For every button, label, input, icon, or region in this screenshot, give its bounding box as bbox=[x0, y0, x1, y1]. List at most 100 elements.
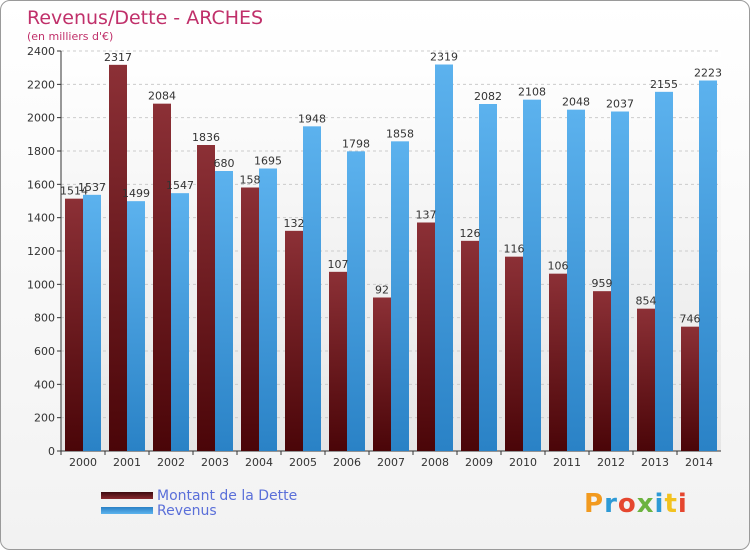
bar-revenue bbox=[83, 194, 101, 452]
x-tick-label: 2013 bbox=[641, 456, 669, 469]
data-label-debt: 746 bbox=[680, 313, 701, 326]
bar-debt bbox=[505, 256, 523, 451]
x-tick-label: 2011 bbox=[553, 456, 581, 469]
x-tick-label: 2007 bbox=[377, 456, 405, 469]
data-label-revenue: 2048 bbox=[562, 96, 590, 109]
y-tick-label: 2000 bbox=[27, 112, 55, 125]
data-label-debt: 107 bbox=[328, 258, 349, 271]
bar-debt bbox=[417, 222, 435, 451]
legend-item-debt: Montant de la Dette bbox=[101, 487, 298, 504]
data-label-debt: 106 bbox=[548, 260, 569, 273]
x-tick-label: 2012 bbox=[597, 456, 625, 469]
logo-letter: o bbox=[617, 489, 637, 519]
legend-swatch-debt bbox=[101, 492, 153, 499]
x-tick-label: 2001 bbox=[113, 456, 141, 469]
chart-title: Revenus/Dette - ARCHES bbox=[27, 7, 264, 29]
data-label-revenue: 1547 bbox=[166, 179, 194, 192]
y-tick-label: 2400 bbox=[27, 45, 55, 58]
bar-debt bbox=[461, 240, 479, 451]
bar-revenue bbox=[567, 109, 585, 452]
y-tick-label: 0 bbox=[48, 445, 55, 458]
data-label-debt: 126 bbox=[460, 227, 481, 240]
chart-subtitle: (en milliers d'€) bbox=[27, 30, 114, 43]
data-label-revenue: 1499 bbox=[122, 187, 150, 200]
bar-debt bbox=[197, 145, 215, 451]
data-label-revenue: 1948 bbox=[298, 112, 326, 125]
bar-revenue bbox=[699, 80, 717, 451]
data-label-debt: 92 bbox=[375, 284, 389, 297]
bar-revenue bbox=[171, 193, 189, 451]
y-tick-label: 200 bbox=[34, 412, 55, 425]
data-label-debt: 959 bbox=[592, 277, 613, 290]
x-tick-label: 2014 bbox=[685, 456, 713, 469]
legend-item-revenue: Revenus bbox=[101, 502, 297, 519]
legend-label-revenue: Revenus bbox=[157, 502, 217, 519]
bar-debt bbox=[637, 308, 655, 451]
data-label-revenue: 680 bbox=[214, 157, 235, 170]
data-label-debt: 2084 bbox=[148, 90, 176, 103]
bar-revenue bbox=[259, 168, 277, 451]
y-tick-label: 1600 bbox=[27, 178, 55, 191]
bar-revenue bbox=[611, 111, 629, 451]
data-label-debt: 2317 bbox=[104, 51, 132, 64]
bar-debt bbox=[153, 103, 171, 452]
bar-debt bbox=[549, 273, 567, 451]
data-label-revenue: 2319 bbox=[430, 51, 458, 64]
bar-debt bbox=[109, 64, 127, 452]
logo-letter: i bbox=[654, 489, 665, 519]
x-tick-label: 2000 bbox=[69, 456, 97, 469]
bar-revenue bbox=[215, 171, 233, 451]
bar-debt bbox=[65, 198, 83, 451]
x-tick-label: 2010 bbox=[509, 456, 537, 469]
logo-letter: t bbox=[664, 489, 678, 519]
x-tick-label: 2009 bbox=[465, 456, 493, 469]
bar-revenue bbox=[347, 151, 365, 452]
y-tick-label: 600 bbox=[34, 345, 55, 358]
bar-debt bbox=[373, 297, 391, 451]
bar-revenue bbox=[391, 141, 409, 452]
bar-debt bbox=[329, 271, 347, 451]
data-label-revenue: 2037 bbox=[606, 98, 634, 111]
data-label-revenue: 2082 bbox=[474, 90, 502, 103]
data-label-debt: 132 bbox=[284, 217, 305, 230]
y-tick-label: 1800 bbox=[27, 145, 55, 158]
data-label-debt: 116 bbox=[504, 243, 525, 256]
logo-letter: x bbox=[636, 489, 655, 519]
bar-debt bbox=[285, 230, 303, 451]
data-label-debt: 137 bbox=[416, 209, 437, 222]
data-label-debt: 158 bbox=[240, 174, 261, 187]
x-tick-label: 2002 bbox=[157, 456, 185, 469]
bar-revenue bbox=[523, 99, 541, 452]
y-tick-label: 400 bbox=[34, 378, 55, 391]
data-label-debt: 1514 bbox=[60, 185, 88, 198]
data-label-revenue: 1858 bbox=[386, 127, 414, 140]
y-tick-label: 1200 bbox=[27, 245, 55, 258]
y-tick-label: 2200 bbox=[27, 78, 55, 91]
bar-debt bbox=[241, 187, 259, 451]
x-tick-label: 2006 bbox=[333, 456, 361, 469]
bar-revenue bbox=[479, 104, 497, 451]
y-tick-label: 1400 bbox=[27, 212, 55, 225]
data-label-revenue: 2223 bbox=[694, 67, 722, 80]
data-label-revenue: 1537 bbox=[78, 181, 106, 194]
bar-revenue bbox=[655, 91, 673, 451]
data-label-debt: 854 bbox=[636, 295, 657, 308]
legend-swatch-revenue bbox=[101, 507, 153, 514]
data-label-revenue: 2108 bbox=[518, 86, 546, 99]
data-label-revenue: 2155 bbox=[650, 78, 678, 91]
logo-letter: i bbox=[677, 489, 688, 519]
data-label-debt: 1836 bbox=[192, 131, 220, 144]
x-tick-label: 2004 bbox=[245, 456, 273, 469]
data-label-revenue: 1695 bbox=[254, 155, 282, 168]
x-tick-label: 2005 bbox=[289, 456, 317, 469]
proxiti-logo: Proxiti bbox=[584, 489, 688, 519]
legend-label-debt: Montant de la Dette bbox=[157, 487, 298, 504]
y-tick-label: 800 bbox=[34, 312, 55, 325]
chart-legend: Montant de la Dette Revenus bbox=[101, 487, 298, 519]
logo-letter: P bbox=[584, 489, 605, 519]
bar-debt bbox=[593, 291, 611, 451]
bar-revenue bbox=[127, 201, 145, 451]
x-tick-label: 2003 bbox=[201, 456, 229, 469]
